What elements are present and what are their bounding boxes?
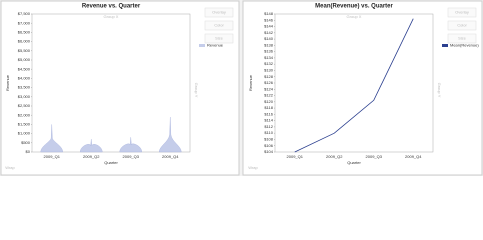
group-y-drop: Group Y	[194, 83, 199, 98]
legend-label: Revenue	[207, 43, 224, 48]
violin	[40, 124, 63, 153]
drop-label: Overlay	[455, 10, 469, 15]
y-tick-label: $104	[264, 149, 274, 154]
y-tick-label: $116	[264, 111, 273, 116]
legend-swatch	[199, 44, 205, 47]
y-tick-label: $7,500	[18, 11, 31, 16]
y-tick-label: $4,000	[18, 75, 31, 80]
y-tick-label: $132	[264, 61, 274, 66]
x-tick-label: 2009_Q3	[366, 154, 383, 159]
violin	[80, 139, 103, 153]
y-tick-label: $148	[264, 11, 274, 16]
x-tick-label: 2009_Q4	[162, 154, 179, 159]
y-tick-label: $4,500	[18, 66, 31, 71]
x-axis-label: Quarter	[347, 160, 361, 165]
y-tick-label: $6,500	[18, 29, 31, 34]
y-axis-label: Revenue	[5, 74, 10, 91]
chart-title: Revenue vs. Quarter	[82, 4, 141, 10]
y-tick-label: $1,000	[18, 131, 31, 136]
drop-label: Size	[215, 36, 224, 41]
y-tick-label: $108	[264, 137, 274, 142]
group-x-drop: Group X	[104, 14, 119, 19]
y-tick-label: $136	[264, 49, 274, 54]
drop-zone	[204, 33, 234, 44]
x-tick-label: 2009_Q2	[83, 154, 100, 159]
y-tick-label: $500	[21, 140, 31, 145]
drop-zone	[447, 20, 477, 31]
y-tick-label: $114	[264, 118, 273, 123]
y-tick-label: $106	[264, 143, 274, 148]
y-axis-label: Revenue	[248, 74, 253, 91]
drop-label: Color	[214, 23, 224, 28]
drop-zone	[447, 7, 477, 18]
y-tick-label: $2,500	[18, 103, 31, 108]
violin	[159, 117, 182, 153]
drop-zone	[204, 20, 234, 31]
y-tick-label: $112	[264, 124, 273, 129]
y-tick-label: $5,000	[18, 57, 31, 62]
y-tick-label: $130	[264, 68, 274, 73]
group-y-drop: Group Y	[437, 83, 442, 98]
chart-title: Mean(Revenue) vs. Quarter	[315, 4, 393, 10]
y-tick-label: $0	[26, 149, 31, 154]
y-tick-label: $146	[264, 17, 274, 22]
y-tick-label: $2,000	[18, 112, 31, 117]
plot-area	[31, 13, 191, 153]
drop-zone	[204, 7, 234, 18]
y-tick-label: $1,500	[18, 121, 31, 126]
drop-label: Overlay	[212, 10, 226, 15]
y-tick-label: $3,000	[18, 94, 31, 99]
wrap-drop: Wrap	[248, 165, 258, 170]
y-tick-label: $122	[264, 93, 274, 98]
y-tick-label: $7,000	[18, 20, 31, 25]
y-tick-label: $120	[264, 99, 274, 104]
x-axis-label: Quarter	[104, 160, 118, 165]
plot-area	[274, 13, 434, 153]
line	[294, 18, 414, 153]
y-tick-label: $5,500	[18, 48, 31, 53]
y-tick-label: $6,000	[18, 39, 31, 44]
wrap-drop: Wrap	[5, 165, 15, 170]
y-tick-label: $126	[264, 80, 274, 85]
y-tick-label: $118	[264, 105, 273, 110]
y-tick-label: $144	[264, 24, 274, 29]
y-tick-label: $128	[264, 74, 274, 79]
legend-swatch	[442, 44, 448, 47]
x-tick-label: 2009_Q3	[123, 154, 140, 159]
x-tick-label: 2009_Q2	[326, 154, 343, 159]
y-tick-label: $142	[264, 30, 274, 35]
legend-label: Mean(Revenue)	[450, 43, 479, 48]
y-tick-label: $138	[264, 42, 274, 47]
x-tick-label: 2009_Q1	[287, 154, 304, 159]
x-tick-label: 2009_Q4	[405, 154, 422, 159]
dashboard: Revenue vs. Quarter Group X Overlay Color Si…	[0, 0, 483, 176]
y-tick-label: $3,500	[18, 85, 31, 90]
y-tick-label: $134	[264, 55, 274, 60]
y-tick-label: $124	[264, 86, 274, 91]
violin	[119, 137, 142, 153]
group-x-drop: Group X	[347, 14, 362, 19]
y-tick-label: $110	[264, 130, 273, 135]
y-tick-label: $140	[264, 36, 274, 41]
drop-label: Color	[457, 23, 467, 28]
drop-label: Size	[458, 36, 467, 41]
drop-zone	[447, 33, 477, 44]
x-tick-label: 2009_Q1	[44, 154, 61, 159]
